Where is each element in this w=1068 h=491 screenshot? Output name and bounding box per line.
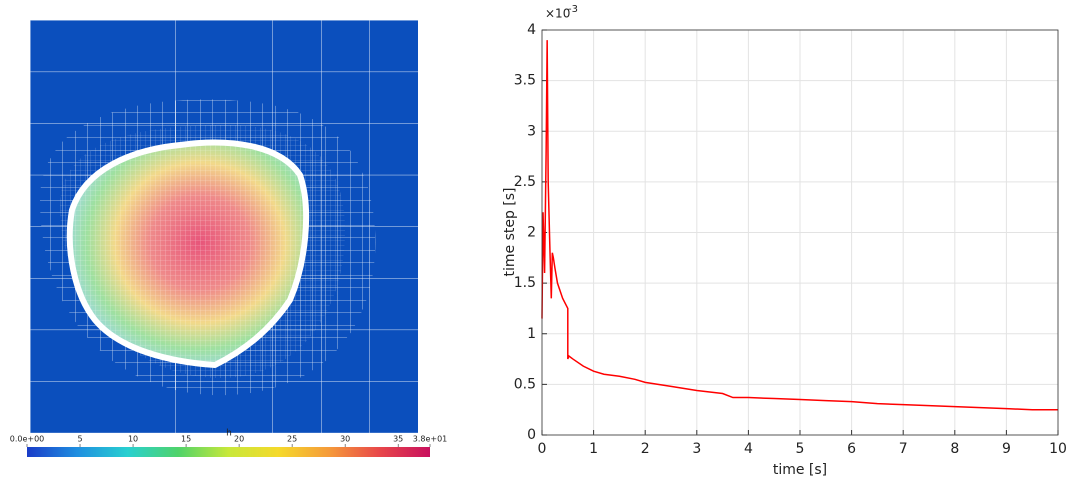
- x-tick-label: 8: [950, 441, 959, 457]
- colorbar-tick-label: 3.8e+01: [413, 435, 448, 444]
- y-axis-label: time step [s]: [502, 187, 518, 276]
- colorbar: [27, 447, 430, 457]
- y-tick-label: 0.5: [514, 376, 536, 392]
- x-tick-label: 3: [692, 441, 701, 457]
- x-tick-label: 10: [1049, 441, 1067, 457]
- x-tick-label: 5: [796, 441, 805, 457]
- y-tick-label: 1: [527, 326, 536, 342]
- y-tick-label: 0: [527, 427, 536, 443]
- colorbar-tick-label: 10: [128, 435, 138, 444]
- x-axis-label: time [s]: [773, 462, 827, 478]
- x-tick-label: 9: [1002, 441, 1011, 457]
- axes-box: [541, 29, 1059, 436]
- axis-multiplier-exponent: -3: [568, 4, 578, 15]
- colorbar-tick-label: 35: [393, 435, 403, 444]
- mesh-view: [30, 20, 418, 433]
- x-tick-label: 7: [899, 441, 908, 457]
- y-tick-label: 3: [527, 123, 536, 139]
- y-tick-label: 2.5: [514, 174, 536, 190]
- colorbar-tick-label: 30: [340, 435, 350, 444]
- x-tick-label: 0: [538, 441, 547, 457]
- colorbar-tick-label: 25: [287, 435, 297, 444]
- x-tick-label: 1: [589, 441, 598, 457]
- x-tick-label: 6: [847, 441, 856, 457]
- colorbar-tick-label: 0.0e+00: [10, 435, 45, 444]
- axis-multiplier: ×10: [545, 7, 570, 21]
- y-tick-label: 2: [527, 225, 536, 241]
- y-tick-label: 1.5: [514, 275, 536, 291]
- data-line: [541, 40, 1058, 411]
- y-tick-label: 3.5: [514, 73, 536, 89]
- colorbar-label: h: [226, 429, 232, 439]
- y-tick-label: 4: [527, 22, 536, 38]
- x-tick-label: 4: [744, 441, 753, 457]
- colorbar-tick-label: 5: [77, 435, 82, 444]
- colorbar-tick-label: 15: [181, 435, 191, 444]
- colorbar-tick-label: 20: [234, 435, 244, 444]
- x-tick-label: 2: [641, 441, 650, 457]
